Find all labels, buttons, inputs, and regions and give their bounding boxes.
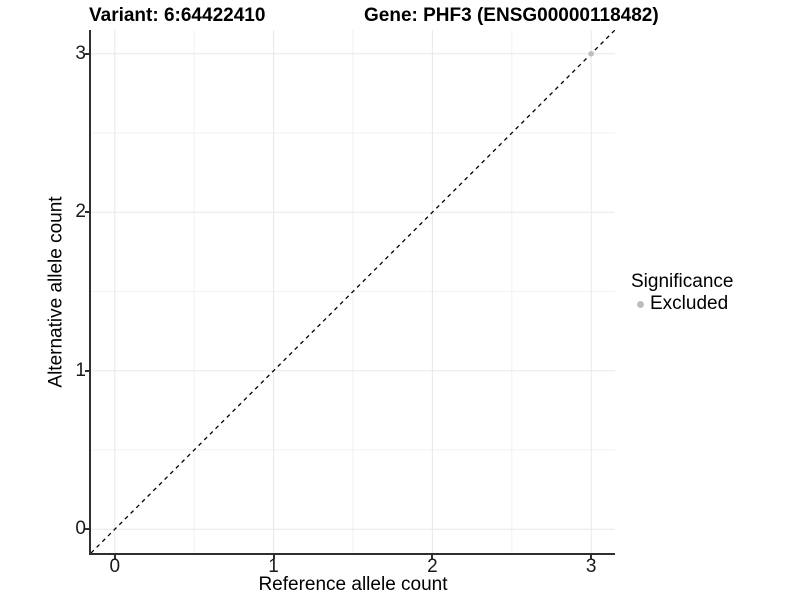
y-tick-mark bbox=[85, 52, 89, 55]
identity-line bbox=[91, 30, 615, 553]
y-tick-mark bbox=[85, 211, 89, 214]
y-tick-label: 0 bbox=[75, 518, 86, 540]
y-tick-label: 1 bbox=[75, 359, 86, 381]
plot-panel bbox=[89, 30, 615, 555]
legend: Significance Excluded bbox=[631, 271, 733, 315]
y-tick-label: 2 bbox=[75, 201, 86, 223]
x-tick-mark bbox=[431, 555, 434, 559]
legend-item-excluded: Excluded bbox=[631, 293, 733, 315]
x-axis-title: Reference allele count bbox=[258, 574, 448, 595]
x-tick-mark bbox=[113, 555, 116, 559]
data-point-excluded bbox=[588, 50, 594, 57]
x-tick-label: 0 bbox=[109, 556, 121, 577]
y-tick-mark bbox=[85, 369, 89, 372]
x-tick-label: 2 bbox=[427, 556, 438, 577]
variant-title: Variant: 6:64422410 bbox=[89, 5, 266, 26]
x-tick-label: 3 bbox=[585, 556, 597, 577]
x-tick-mark bbox=[272, 555, 275, 559]
legend-title: Significance bbox=[631, 271, 734, 292]
legend-item-label: Excluded bbox=[650, 293, 729, 314]
y-tick-label: 3 bbox=[75, 42, 86, 64]
excluded-point-icon bbox=[637, 300, 644, 308]
y-tick-mark bbox=[85, 528, 89, 531]
x-tick-label: 1 bbox=[268, 556, 279, 577]
plot-canvas bbox=[91, 30, 615, 553]
y-axis-title: Alternative allele count bbox=[45, 196, 67, 388]
gene-title: Gene: PHF3 (ENSG00000118482) bbox=[364, 5, 659, 26]
x-tick-mark bbox=[590, 555, 593, 559]
